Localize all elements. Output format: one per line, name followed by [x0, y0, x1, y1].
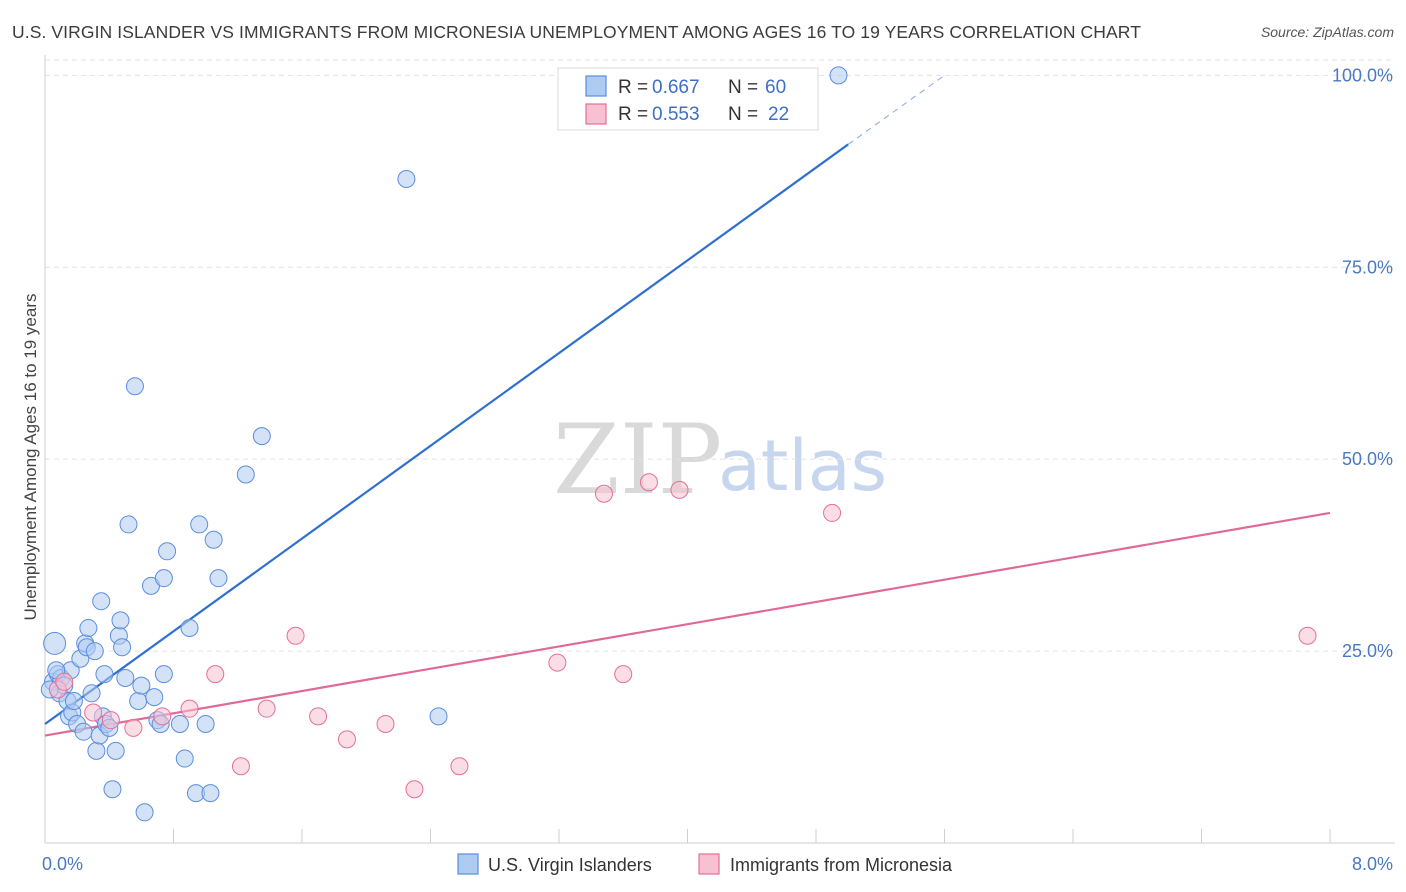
- point-virgin-islanders: [111, 611, 130, 630]
- point-virgin-islanders: [64, 691, 83, 710]
- y-tick-label: 75.0%: [1342, 257, 1393, 277]
- legend-r-value-2: 0.553: [652, 104, 700, 125]
- point-virgin-islanders: [85, 642, 104, 661]
- point-virgin-islanders: [82, 684, 101, 703]
- point-virgin-islanders: [135, 803, 154, 822]
- point-micronesia: [614, 665, 633, 684]
- point-virgin-islanders: [43, 631, 67, 655]
- legend-r-label-1: R =: [618, 77, 648, 98]
- point-micronesia: [337, 730, 356, 749]
- point-micronesia: [670, 480, 689, 499]
- point-virgin-islanders: [236, 465, 255, 484]
- point-virgin-islanders: [79, 619, 98, 638]
- point-virgin-islanders: [95, 665, 114, 684]
- bottom-legend-label-virgin-islanders: U.S. Virgin Islanders: [488, 855, 652, 875]
- legend-n-label-2: N =: [728, 104, 758, 125]
- watermark-atlas: atlas: [718, 425, 887, 507]
- point-micronesia: [84, 703, 103, 722]
- point-virgin-islanders: [145, 688, 164, 707]
- point-micronesia: [231, 757, 250, 776]
- x-tick-label-max: 8.0%: [1352, 854, 1393, 874]
- trend-lines: [44, 74, 1331, 737]
- trend-line-virgin-islanders: [44, 143, 849, 725]
- point-micronesia: [206, 665, 225, 684]
- point-micronesia: [450, 757, 469, 776]
- point-virgin-islanders: [87, 741, 106, 760]
- bottom-legend-swatch-virgin-islanders: [457, 853, 479, 875]
- bottom-legend-label-micronesia: Immigrants from Micronesia: [730, 855, 953, 875]
- point-virgin-islanders: [119, 515, 138, 534]
- legend-swatch-virgin-islanders: [585, 75, 607, 97]
- legend-n-value-1: 60: [765, 77, 786, 98]
- point-virgin-islanders: [125, 377, 144, 396]
- trend-extension-virgin-islanders: [847, 74, 945, 145]
- point-virgin-islanders: [132, 676, 151, 695]
- point-micronesia: [180, 699, 199, 718]
- point-virgin-islanders: [129, 691, 148, 710]
- grid-lines: [45, 59, 1395, 652]
- point-virgin-islanders: [397, 169, 416, 188]
- y-tick-label: 25.0%: [1342, 641, 1393, 661]
- y-tick-label: 100.0%: [1332, 65, 1393, 85]
- point-micronesia: [548, 653, 567, 672]
- bottom-legend: U.S. Virgin Islanders Immigrants from Mi…: [457, 853, 953, 875]
- legend-r-label-2: R =: [618, 104, 648, 125]
- point-virgin-islanders: [154, 665, 173, 684]
- point-virgin-islanders: [190, 515, 209, 534]
- point-micronesia: [376, 715, 395, 734]
- point-micronesia: [823, 503, 842, 522]
- legend-n-value-2: 22: [768, 104, 789, 125]
- point-virgin-islanders: [170, 715, 189, 734]
- point-micronesia: [286, 626, 305, 645]
- point-micronesia: [405, 780, 424, 799]
- legend-box: R = 0.667 N = 60 R = 0.553 N = 22: [557, 67, 819, 131]
- point-micronesia: [101, 711, 120, 730]
- point-virgin-islanders: [116, 668, 135, 687]
- point-virgin-islanders: [92, 592, 111, 611]
- point-micronesia: [594, 484, 613, 503]
- point-micronesia: [309, 707, 328, 726]
- point-virgin-islanders: [158, 542, 177, 561]
- point-micronesia: [124, 718, 143, 737]
- point-virgin-islanders: [74, 722, 93, 741]
- point-virgin-islanders: [103, 780, 122, 799]
- y-axis-label: Unemployment Among Ages 16 to 19 years: [21, 294, 40, 621]
- point-virgin-islanders: [154, 569, 173, 588]
- point-virgin-islanders: [209, 569, 228, 588]
- data-points: [40, 66, 1317, 822]
- point-virgin-islanders: [429, 707, 448, 726]
- point-virgin-islanders: [113, 638, 132, 657]
- source-label: Source: ZipAtlas.com: [1260, 24, 1394, 40]
- bottom-legend-swatch-micronesia: [698, 853, 720, 875]
- point-virgin-islanders: [175, 749, 194, 768]
- x-tick-label-min: 0.0%: [42, 854, 83, 874]
- point-micronesia: [153, 707, 172, 726]
- point-virgin-islanders: [196, 715, 215, 734]
- point-virgin-islanders: [252, 427, 271, 446]
- point-micronesia: [639, 473, 658, 492]
- watermark-zip: ZIP: [553, 404, 722, 516]
- legend-swatch-micronesia: [585, 103, 607, 125]
- point-virgin-islanders: [180, 619, 199, 638]
- legend-r-value-1: 0.667: [652, 77, 700, 98]
- point-micronesia: [55, 672, 74, 691]
- point-virgin-islanders: [829, 66, 848, 85]
- trend-line-micronesia: [44, 511, 1331, 737]
- point-micronesia: [1298, 626, 1317, 645]
- point-virgin-islanders: [201, 784, 220, 803]
- point-virgin-islanders: [204, 530, 223, 549]
- legend-n-label-1: N =: [728, 77, 758, 98]
- chart-title: U.S. VIRGIN ISLANDER VS IMMIGRANTS FROM …: [12, 22, 1141, 42]
- axes: 25.0% 50.0% 75.0% 100.0%: [44, 55, 1395, 844]
- point-virgin-islanders: [106, 741, 125, 760]
- y-tick-label: 50.0%: [1342, 449, 1393, 469]
- point-micronesia: [257, 699, 276, 718]
